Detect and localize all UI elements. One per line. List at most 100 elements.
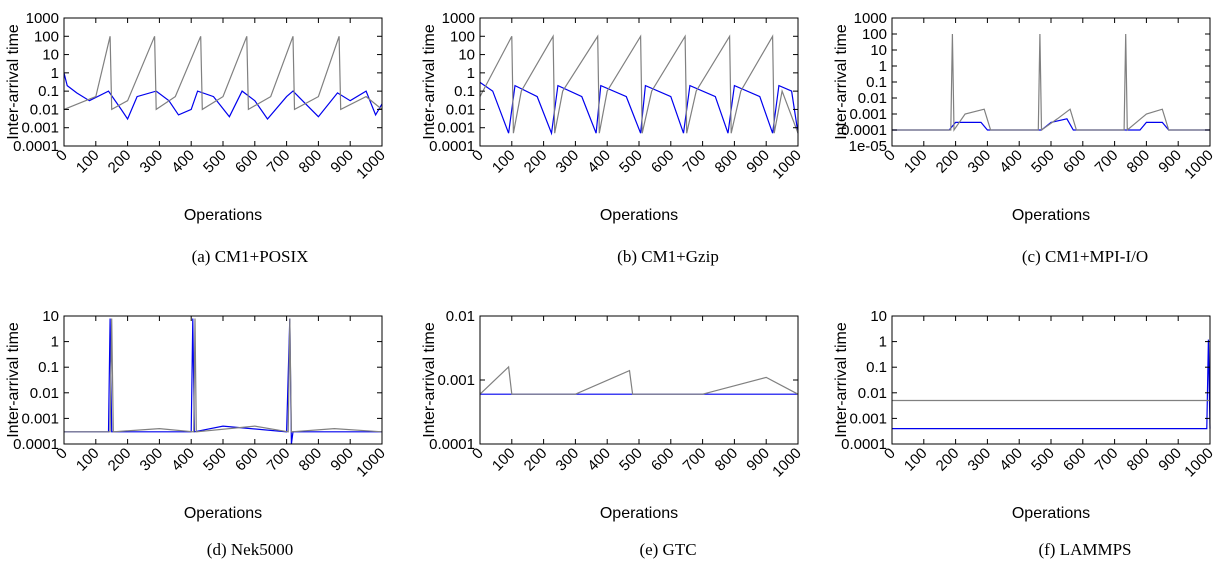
- subplot-caption: (a) CM1+POSIX: [192, 247, 309, 266]
- subplot-5: 0.0001 0.001 0.01 0 100 200 300 400 500 600 700 800…: [421, 308, 805, 559]
- y-axis-label: Inter-arrival time: [5, 322, 22, 438]
- x-tick-label: 100: [73, 445, 103, 475]
- x-tick-label: 0: [53, 445, 71, 463]
- series-line-2: [892, 33, 1210, 132]
- x-tick-label: 1000: [1181, 147, 1216, 183]
- y-tick-label: 0.0001: [429, 138, 475, 155]
- y-tick-label: 1000: [26, 10, 59, 27]
- y-tick-label: 0.001: [21, 410, 59, 427]
- y-tick-label: 100: [34, 28, 59, 45]
- x-tick-label: 1000: [353, 147, 389, 183]
- y-tick-label: 100: [450, 28, 475, 45]
- y-tick-label: 0.01: [30, 101, 59, 118]
- x-tick-label: 100: [73, 147, 103, 177]
- x-tick-label: 900: [327, 445, 357, 475]
- y-axis-label: Inter-arrival time: [5, 24, 22, 140]
- x-tick-label: 700: [680, 147, 710, 177]
- x-tick-label: 1000: [353, 445, 389, 481]
- x-tick-label: 0: [881, 445, 899, 463]
- x-tick-label: 100: [901, 147, 931, 177]
- x-tick-label: 900: [1155, 445, 1185, 475]
- x-tick-label: 700: [264, 445, 294, 475]
- subplot-caption: (d) Nek5000: [207, 540, 293, 559]
- y-tick-label: 0.01: [858, 90, 887, 107]
- x-tick-label: 400: [168, 147, 198, 177]
- series-line-2: [479, 34, 799, 134]
- x-tick-label: 200: [521, 445, 551, 475]
- x-axis-label: Operations: [600, 505, 678, 522]
- x-tick-label: 700: [1092, 147, 1122, 177]
- y-tick-label: 0.001: [437, 372, 475, 389]
- x-tick-label: 800: [1124, 445, 1154, 475]
- y-tick-label: 0.01: [446, 101, 475, 118]
- x-tick-label: 100: [489, 445, 519, 475]
- x-tick-label: 400: [584, 147, 614, 177]
- y-tick-label: 0.0001: [13, 138, 59, 155]
- y-tick-label: 0.001: [849, 410, 887, 427]
- x-tick-label: 200: [105, 445, 135, 475]
- subplot-caption: (e) GTC: [639, 540, 696, 559]
- y-tick-label: 0.01: [858, 385, 887, 402]
- x-tick-label: 900: [743, 147, 773, 177]
- x-tick-label: 600: [232, 147, 262, 177]
- plot-frame: [891, 315, 1211, 445]
- series-line-1: [63, 72, 383, 121]
- x-axis-label: Operations: [184, 505, 262, 522]
- y-tick-label: 10: [42, 308, 59, 325]
- x-tick-label: 0: [53, 147, 71, 165]
- subplot-caption: (f) LAMMPS: [1038, 540, 1131, 559]
- x-tick-label: 800: [712, 445, 742, 475]
- x-tick-label: 100: [489, 147, 519, 177]
- x-axis-label: Operations: [600, 207, 678, 224]
- x-tick-label: 200: [105, 147, 135, 177]
- x-tick-label: 800: [296, 445, 326, 475]
- subplot-caption: (b) CM1+Gzip: [617, 247, 719, 266]
- y-axis-label: Inter-arrival time: [421, 24, 438, 140]
- plot-frame: [479, 17, 799, 147]
- plot-frame: [891, 17, 1211, 147]
- y-tick-label: 10: [42, 47, 59, 64]
- y-tick-label: 10: [870, 42, 887, 59]
- x-tick-label: 600: [1060, 147, 1090, 177]
- y-tick-label: 0.0001: [841, 436, 887, 453]
- x-tick-label: 900: [1155, 147, 1185, 177]
- y-tick-label: 0.1: [454, 83, 475, 100]
- x-tick-label: 300: [553, 445, 583, 475]
- x-tick-label: 700: [1092, 445, 1122, 475]
- x-tick-label: 600: [648, 147, 678, 177]
- x-tick-label: 300: [137, 147, 167, 177]
- x-tick-label: 400: [996, 147, 1026, 177]
- x-tick-label: 700: [680, 445, 710, 475]
- y-tick-label: 0.0001: [13, 436, 59, 453]
- x-tick-label: 500: [616, 147, 646, 177]
- x-tick-label: 900: [327, 147, 357, 177]
- y-tick-label: 10: [870, 308, 887, 325]
- x-tick-label: 400: [996, 445, 1026, 475]
- x-tick-label: 100: [901, 445, 931, 475]
- x-tick-label: 1000: [1181, 445, 1216, 481]
- plot-frame: [479, 315, 799, 445]
- x-tick-label: 300: [965, 445, 995, 475]
- x-tick-label: 200: [521, 147, 551, 177]
- x-tick-label: 200: [933, 445, 963, 475]
- y-tick-label: 10: [458, 47, 475, 64]
- y-tick-label: 1: [879, 334, 887, 351]
- x-axis-label: Operations: [184, 207, 262, 224]
- y-tick-label: 1: [467, 65, 475, 82]
- y-tick-label: 0.0001: [841, 122, 887, 139]
- x-tick-label: 600: [1060, 445, 1090, 475]
- y-tick-label: 0.1: [38, 83, 59, 100]
- x-tick-label: 500: [200, 445, 230, 475]
- x-tick-label: 0: [881, 147, 899, 165]
- y-tick-label: 0.001: [21, 120, 59, 137]
- series-line-2: [479, 365, 799, 395]
- y-tick-label: 1e-05: [849, 138, 887, 155]
- x-axis-label: Operations: [1012, 505, 1090, 522]
- x-tick-label: 0: [469, 147, 487, 165]
- x-tick-label: 500: [1028, 147, 1058, 177]
- x-tick-label: 300: [137, 445, 167, 475]
